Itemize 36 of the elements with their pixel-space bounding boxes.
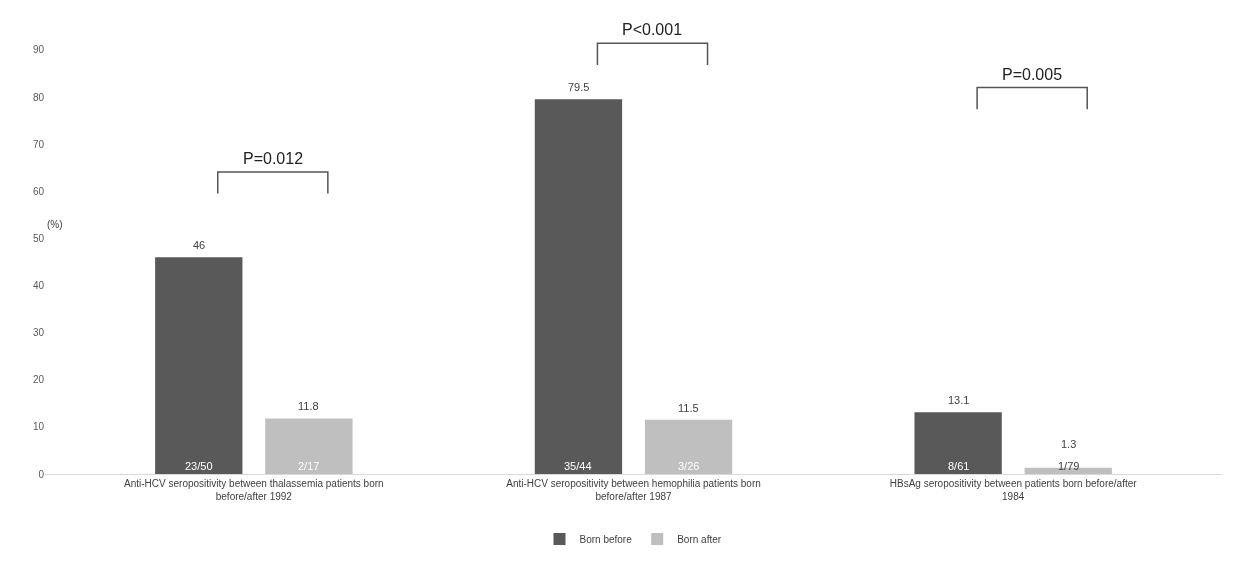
- x-tick-label: Anti-HCV seropositivity between hemophilia patients born before/after 1987: [506, 478, 761, 502]
- data-label: 13.1: [948, 394, 970, 406]
- bar: [914, 412, 1002, 474]
- y-tick-label: 30: [32, 327, 45, 339]
- legend-label: Born before: [579, 533, 633, 545]
- y-axis-title: (%): [47, 219, 63, 230]
- y-tick-label: 50: [32, 232, 45, 244]
- bar: [265, 418, 353, 474]
- legend-label: Born after: [677, 533, 722, 545]
- text: P<0.001: [622, 21, 683, 38]
- annotation: 3/26: [678, 460, 700, 472]
- annotation: P=0.005: [1002, 66, 1063, 83]
- y-tick-label: 40: [32, 280, 45, 292]
- y-tick-label: 90: [32, 44, 45, 56]
- bar: [644, 419, 733, 474]
- bar: [155, 257, 243, 474]
- bar: [534, 99, 623, 474]
- x-tick-label: HBsAg seropositivity between patients born before/after 1984: [889, 478, 1138, 502]
- y-tick-label: 0: [38, 468, 45, 480]
- annotation: 1/79: [1058, 460, 1080, 472]
- x-tick-label: Anti-HCV seropositivity between thalassemia patients born before/after 1992: [124, 478, 384, 502]
- y-tick-label: 10: [32, 421, 45, 433]
- y-tick-label: 70: [32, 138, 45, 150]
- y-tick-label: 80: [32, 91, 45, 103]
- annotation: 35/44: [564, 460, 592, 472]
- y-tick-label: 60: [32, 185, 45, 197]
- annotation: P=0.012: [243, 150, 304, 167]
- y-tick-label: 20: [32, 374, 45, 386]
- annotation: 2/17: [298, 460, 320, 472]
- data-label: 1.3: [1061, 438, 1077, 450]
- data-label: 46: [193, 239, 206, 251]
- data-label: 11.8: [298, 400, 319, 412]
- annotation: 8/61: [948, 460, 970, 472]
- data-label: 79.5: [568, 81, 590, 93]
- annotation: 23/50: [185, 460, 213, 472]
- data-label: 11.5: [678, 402, 699, 414]
